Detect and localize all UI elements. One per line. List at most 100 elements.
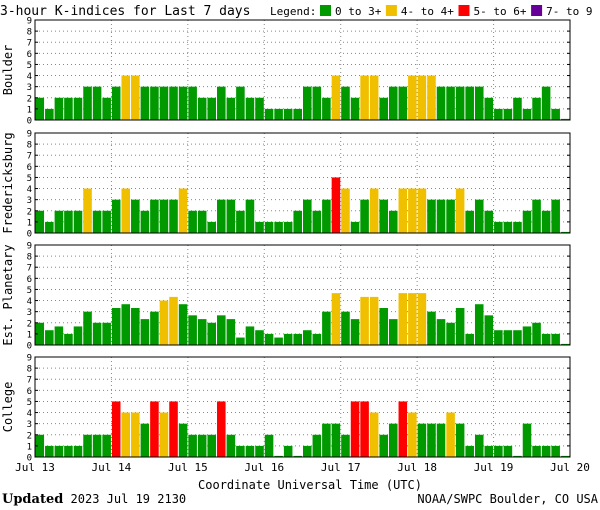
k-index-bar: [513, 221, 522, 233]
k-index-bar: [360, 401, 369, 457]
k-index-bar: [474, 86, 484, 120]
k-index-bar: [73, 326, 83, 345]
y-tick-label: 3: [27, 196, 32, 206]
k-index-bar: [331, 75, 341, 120]
k-index-bar: [207, 221, 217, 233]
k-index-bar: [446, 322, 455, 345]
y-tick-label: 4: [27, 185, 32, 195]
x-tick-label: Jul 18: [397, 461, 437, 474]
x-tick-label: Jul 20: [550, 461, 590, 474]
k-index-bar: [178, 304, 188, 345]
k-index-bar: [245, 326, 255, 345]
k-index-bar: [283, 333, 293, 345]
y-tick-label: 6: [27, 387, 32, 397]
y-tick-label: 1: [27, 105, 32, 115]
k-index-bar: [446, 199, 455, 233]
k-index-bar: [427, 199, 436, 233]
k-index-bar: [408, 293, 417, 345]
k-index-bar: [92, 86, 102, 120]
k-index-bar: [303, 199, 312, 233]
k-index-bar: [331, 177, 341, 233]
k-index-bar: [35, 322, 45, 345]
k-index-bar: [455, 188, 465, 233]
y-tick-label: 7: [27, 376, 32, 386]
panel-frame: [34, 244, 571, 346]
y-tick-label: 5: [27, 174, 32, 184]
k-index-bar: [35, 434, 45, 457]
k-index-bar: [350, 319, 360, 345]
y-tick-label: 5: [27, 398, 32, 408]
k-index-bar: [331, 423, 341, 457]
legend-item-label: 5- to 6+: [474, 5, 527, 18]
k-index-bar: [388, 86, 398, 120]
x-tick-label: Jul 16: [244, 461, 284, 474]
k-index-bar: [427, 75, 436, 120]
k-index-bar: [484, 210, 494, 233]
y-tick-label: 3: [27, 308, 32, 318]
k-index-bar: [274, 221, 283, 233]
k-index-bar: [341, 86, 350, 120]
panel-frame: [34, 132, 571, 234]
k-index-bar: [503, 330, 513, 345]
k-index-bar: [102, 210, 111, 233]
source-credit: NOAA/SWPC Boulder, CO USA: [417, 492, 598, 506]
k-index-bar: [283, 445, 293, 457]
x-tick-label: Jul 19: [474, 461, 514, 474]
k-index-bar: [236, 86, 245, 120]
k-index-bar: [131, 308, 140, 345]
k-index-bar: [369, 75, 379, 120]
k-index-bar: [408, 188, 417, 233]
k-index-bar: [169, 296, 178, 345]
k-index-bar: [178, 188, 188, 233]
k-index-bar: [121, 75, 131, 120]
k-index-bar: [188, 434, 197, 457]
k-index-bar: [255, 445, 264, 457]
k-index-bar: [178, 86, 188, 120]
legend-label: Legend:: [270, 5, 316, 18]
k-index-bar: [360, 75, 369, 120]
y-tick-label: 4: [27, 72, 32, 82]
k-index-bar: [264, 434, 274, 457]
k-index-bar: [532, 322, 541, 345]
k-index-bar: [226, 199, 236, 233]
k-index-bar: [207, 434, 217, 457]
k-index-bar: [255, 221, 264, 233]
legend-item-label: 4- to 4+: [401, 5, 454, 18]
k-index-bar: [45, 108, 54, 120]
y-tick-label: 5: [27, 286, 32, 296]
k-index-bar: [217, 401, 226, 457]
k-index-bar: [541, 445, 551, 457]
k-index-bar: [503, 108, 513, 120]
y-tick-label: 6: [27, 275, 32, 285]
k-index-bar: [417, 75, 427, 120]
k-index-bar: [188, 86, 197, 120]
x-tick-label: Jul 17: [321, 461, 361, 474]
k-index-bar: [465, 333, 474, 345]
y-tick-label: 3: [27, 420, 32, 430]
k-index-bar: [54, 97, 64, 120]
k-index-bar: [513, 455, 522, 457]
k-index-bar: [121, 412, 131, 457]
y-tick-label: 8: [27, 141, 32, 151]
y-tick-label: 0: [27, 117, 32, 127]
y-tick-label: 8: [27, 28, 32, 38]
k-index-bar: [398, 188, 408, 233]
k-index-bar: [121, 188, 131, 233]
k-index-bar: [350, 401, 360, 457]
k-index-bar: [293, 333, 302, 345]
k-index-bar: [236, 210, 245, 233]
k-index-bar: [369, 296, 379, 345]
k-index-bar: [188, 210, 197, 233]
k-index-bar: [398, 86, 408, 120]
k-index-bar: [207, 97, 217, 120]
station-label: Est. Planetary: [1, 244, 15, 345]
k-index-bar: [560, 343, 570, 345]
legend-swatch: [385, 5, 397, 16]
k-index-bar: [73, 97, 83, 120]
k-index-bar: [64, 97, 73, 120]
k-index-bar: [140, 210, 150, 233]
x-axis-label: Coordinate Universal Time (UTC): [198, 478, 422, 492]
k-index-bar: [427, 311, 436, 345]
